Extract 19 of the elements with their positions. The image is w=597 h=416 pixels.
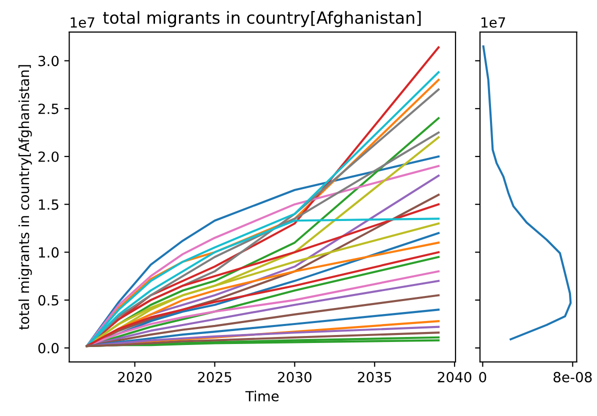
text: 1e7 <box>70 17 94 28</box>
y-axis-title: total migrants in country[Afghanistan] <box>18 65 32 330</box>
chart-title: total migrants in country[Afghanistan] <box>103 11 421 28</box>
x-tick-label: 2040 <box>438 372 472 382</box>
y-tick-label: 0.0 <box>38 342 59 354</box>
x-axis-title: Time <box>245 390 279 402</box>
y-tick-label: 1.0 <box>38 247 59 258</box>
y-tick-label: 0.5 <box>38 295 58 306</box>
text: 1e7 <box>482 17 506 28</box>
y-tick-label: 2.5 <box>38 104 58 114</box>
x-tick-label: 2020 <box>118 372 152 382</box>
y-tick-label: 2.0 <box>38 151 59 162</box>
x-tick-label: 2025 <box>198 372 232 382</box>
x-tick-label: 8e-08 <box>554 372 592 382</box>
y-tick-label: 1.5 <box>38 200 58 210</box>
x-tick-label: 2035 <box>358 372 392 382</box>
x-tick-label: 0 <box>479 372 486 382</box>
x-tick-label: 2030 <box>278 372 312 382</box>
y-tick-label: 3.0 <box>38 56 59 66</box>
